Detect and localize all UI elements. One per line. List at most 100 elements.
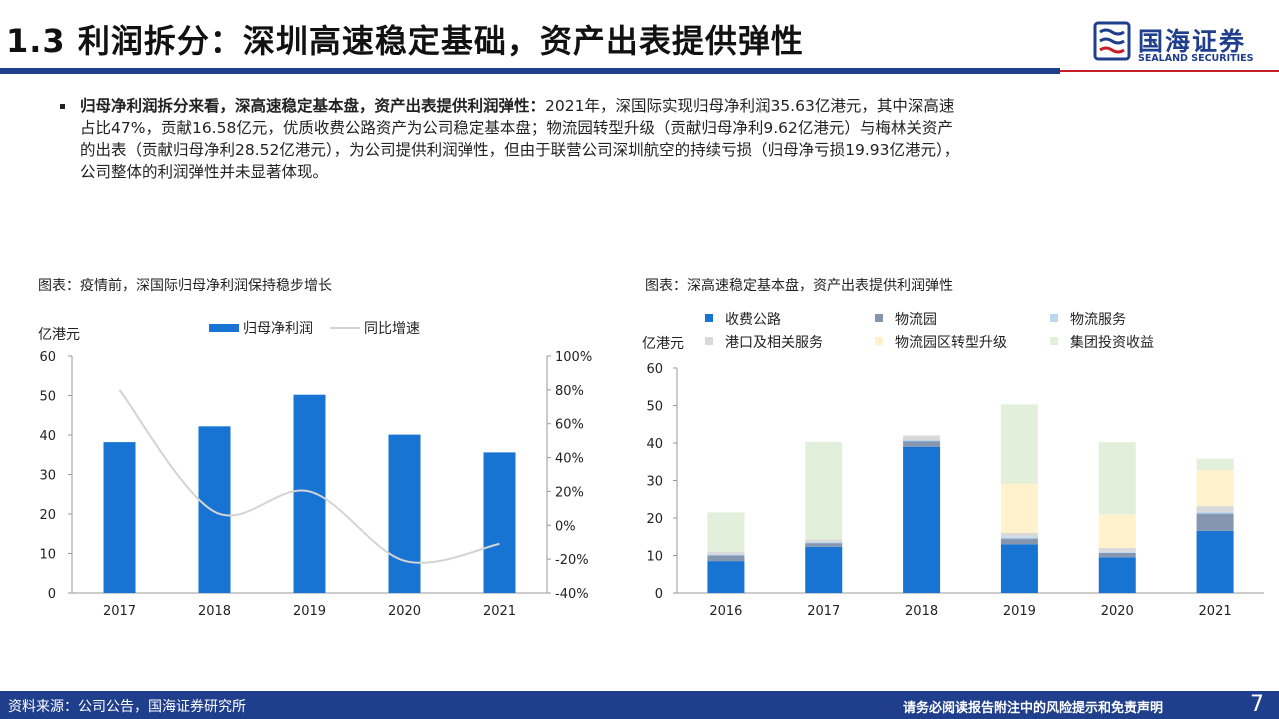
x-tick-label: 2016: [709, 604, 742, 619]
stacked-bar-segment: [1000, 533, 1038, 537]
legend-swatch: [1050, 314, 1058, 322]
stacked-bar-segment: [707, 561, 745, 593]
stacked-bar-segment: [1196, 470, 1234, 507]
legend-swatch: [1050, 337, 1058, 345]
y-tick-label: 60: [646, 362, 663, 377]
stacked-bar-segment: [1000, 536, 1038, 539]
stacked-bar-segment: [707, 555, 745, 562]
y-tick-label: 0: [655, 587, 663, 602]
y-axis-label: 亿港元: [38, 327, 80, 343]
y-tick-label: 10: [646, 550, 663, 565]
legend-swatch: [875, 314, 883, 322]
logo-chinese-name: 国海证券: [1138, 27, 1247, 56]
y2-tick-label: 60%: [555, 418, 584, 433]
brand-logo: 国海证券 SEALAND SECURITIES: [1092, 20, 1272, 68]
sealand-logo-icon: [1093, 21, 1131, 61]
x-tick-label: 2020: [1101, 604, 1134, 619]
x-tick-label: 2019: [1003, 604, 1036, 619]
summary-line-3: 的出表（贡献归母净利28.52亿港元），为公司提供利润弹性，但由于联营公司深圳航…: [80, 141, 960, 159]
stacked-bar-segment: [707, 551, 745, 555]
stacked-bar-segment: [805, 441, 843, 540]
stacked-bar-segment: [1000, 538, 1038, 545]
y2-tick-label: 20%: [555, 485, 584, 500]
stacked-bar-segment: [1098, 548, 1136, 552]
bar-profit: [388, 434, 421, 593]
stacked-bar-segment: [903, 440, 941, 442]
page-number: 7: [1250, 692, 1264, 717]
stacked-bar-segment: [1098, 551, 1136, 553]
bar-profit: [293, 394, 326, 593]
legend-swatch-profit: [209, 324, 239, 332]
y-tick-label: 30: [39, 469, 56, 484]
y-tick-label: 40: [646, 437, 663, 452]
legend-swatch: [875, 337, 883, 345]
stacked-bar-segment: [805, 539, 843, 542]
y2-tick-label: -40%: [555, 587, 589, 602]
y-tick-label: 30: [646, 475, 663, 490]
stacked-bar-segment: [805, 546, 843, 593]
summary-line-4: 公司整体的利润弹性并未显著体现。: [80, 163, 329, 181]
stacked-bar-segment: [707, 512, 745, 552]
header-rule-red: [1060, 70, 1279, 72]
source-note: 资料来源：公司公告，国海证券研究所: [8, 699, 246, 715]
stacked-bar-segment: [1000, 544, 1038, 593]
bar-profit: [483, 452, 516, 593]
right-figure-title: 图表：深高速稳定基本盘，资产出表提供利润弹性: [645, 278, 953, 294]
y-tick-label: 40: [39, 429, 56, 444]
y-tick-label: 60: [39, 350, 56, 365]
y2-tick-label: 100%: [555, 350, 592, 365]
stacked-bar-segment: [1098, 557, 1136, 593]
y2-tick-label: 40%: [555, 452, 584, 467]
y2-tick-label: 0%: [555, 519, 576, 534]
x-tick-label: 2018: [198, 604, 231, 619]
x-tick-label: 2018: [905, 604, 938, 619]
stacked-bar-segment: [903, 435, 941, 440]
summary-line-2: 占比47%，贡献16.58亿元，优质收费公路资产为公司稳定基本盘；物流园转型升级…: [80, 119, 953, 137]
stacked-bar-segment: [1000, 483, 1038, 533]
summary-text: 归母净利润拆分来看，深高速稳定基本盘，资产出表提供利润弹性：2021年，深国际实…: [80, 95, 1160, 183]
legend-label: 收费公路: [725, 312, 781, 328]
stacked-bar-segment: [1196, 506, 1234, 512]
legend-label: 物流园区转型升级: [895, 335, 1007, 351]
bar-profit: [103, 442, 136, 593]
x-tick-label: 2021: [483, 604, 516, 619]
summary-lead: 归母净利润拆分来看，深高速稳定基本盘，资产出表提供利润弹性：: [80, 97, 546, 115]
left-figure-title: 图表：疫情前，深国际归母净利润保持稳步增长: [38, 278, 332, 294]
y2-tick-label: 80%: [555, 384, 584, 399]
y-tick-label: 0: [48, 587, 56, 602]
x-tick-label: 2017: [103, 604, 136, 619]
stacked-bar-segment: [1098, 442, 1136, 515]
stacked-bar-segment: [707, 554, 745, 556]
stacked-bar-segment: [1196, 511, 1234, 514]
stacked-bar-segment: [903, 446, 941, 593]
stacked-bar-segment: [903, 441, 941, 447]
stacked-bar-segment: [1098, 552, 1136, 558]
legend-swatch: [705, 337, 713, 345]
logo-english-name: SEALAND SECURITIES: [1138, 53, 1254, 64]
summary-line-1-text: 2021年，深国际实现归母净利润35.63亿港元，其中深高速: [545, 97, 955, 115]
y-tick-label: 20: [39, 508, 56, 523]
summary-bullet: 归母净利润拆分来看，深高速稳定基本盘，资产出表提供利润弹性：2021年，深国际实…: [60, 95, 1160, 183]
stacked-bar-segment: [1196, 530, 1234, 593]
stacked-bar-segment: [1196, 458, 1234, 470]
x-tick-label: 2020: [388, 604, 421, 619]
net-profit-chart: 亿港元 归母净利润 同比增速 0 10 20 30 40 50 60 -40% -20% 0% 20% 40…: [38, 320, 592, 619]
bar-profit: [198, 426, 231, 593]
summary-line-1: 归母净利润拆分来看，深高速稳定基本盘，资产出表提供利润弹性：2021年，深国际实…: [80, 95, 1160, 117]
legend-label-profit: 归母净利润: [243, 320, 313, 337]
legend-label: 集团投资收益: [1070, 334, 1154, 351]
stacked-bar-segment: [1098, 514, 1136, 548]
growth-line: [118, 389, 500, 564]
x-tick-label: 2017: [807, 604, 840, 619]
y-tick-label: 50: [646, 400, 663, 415]
header-rule-blue: [0, 68, 1060, 74]
y-tick-label: 50: [39, 390, 56, 405]
legend-label-growth: 同比增速: [364, 321, 420, 337]
bullet-marker: [60, 104, 65, 109]
legend-label: 物流园: [895, 312, 937, 328]
footer-bar: 资料来源：公司公告，国海证券研究所 请务必阅读报告附注中的风险提示和免责声明 7: [0, 691, 1279, 719]
stacked-bar-segment: [805, 543, 843, 547]
legend-swatch: [705, 314, 713, 322]
disclaimer-link[interactable]: 请务必阅读报告附注中的风险提示和免责声明: [903, 701, 1164, 716]
